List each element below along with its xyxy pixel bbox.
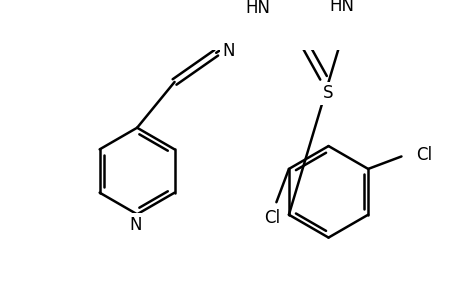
Text: HN: HN	[329, 0, 353, 15]
Text: N: N	[222, 42, 235, 60]
Text: S: S	[322, 85, 332, 103]
Text: N: N	[129, 216, 141, 234]
Text: Cl: Cl	[263, 209, 280, 227]
Text: Cl: Cl	[415, 146, 431, 164]
Text: HN: HN	[245, 0, 270, 17]
